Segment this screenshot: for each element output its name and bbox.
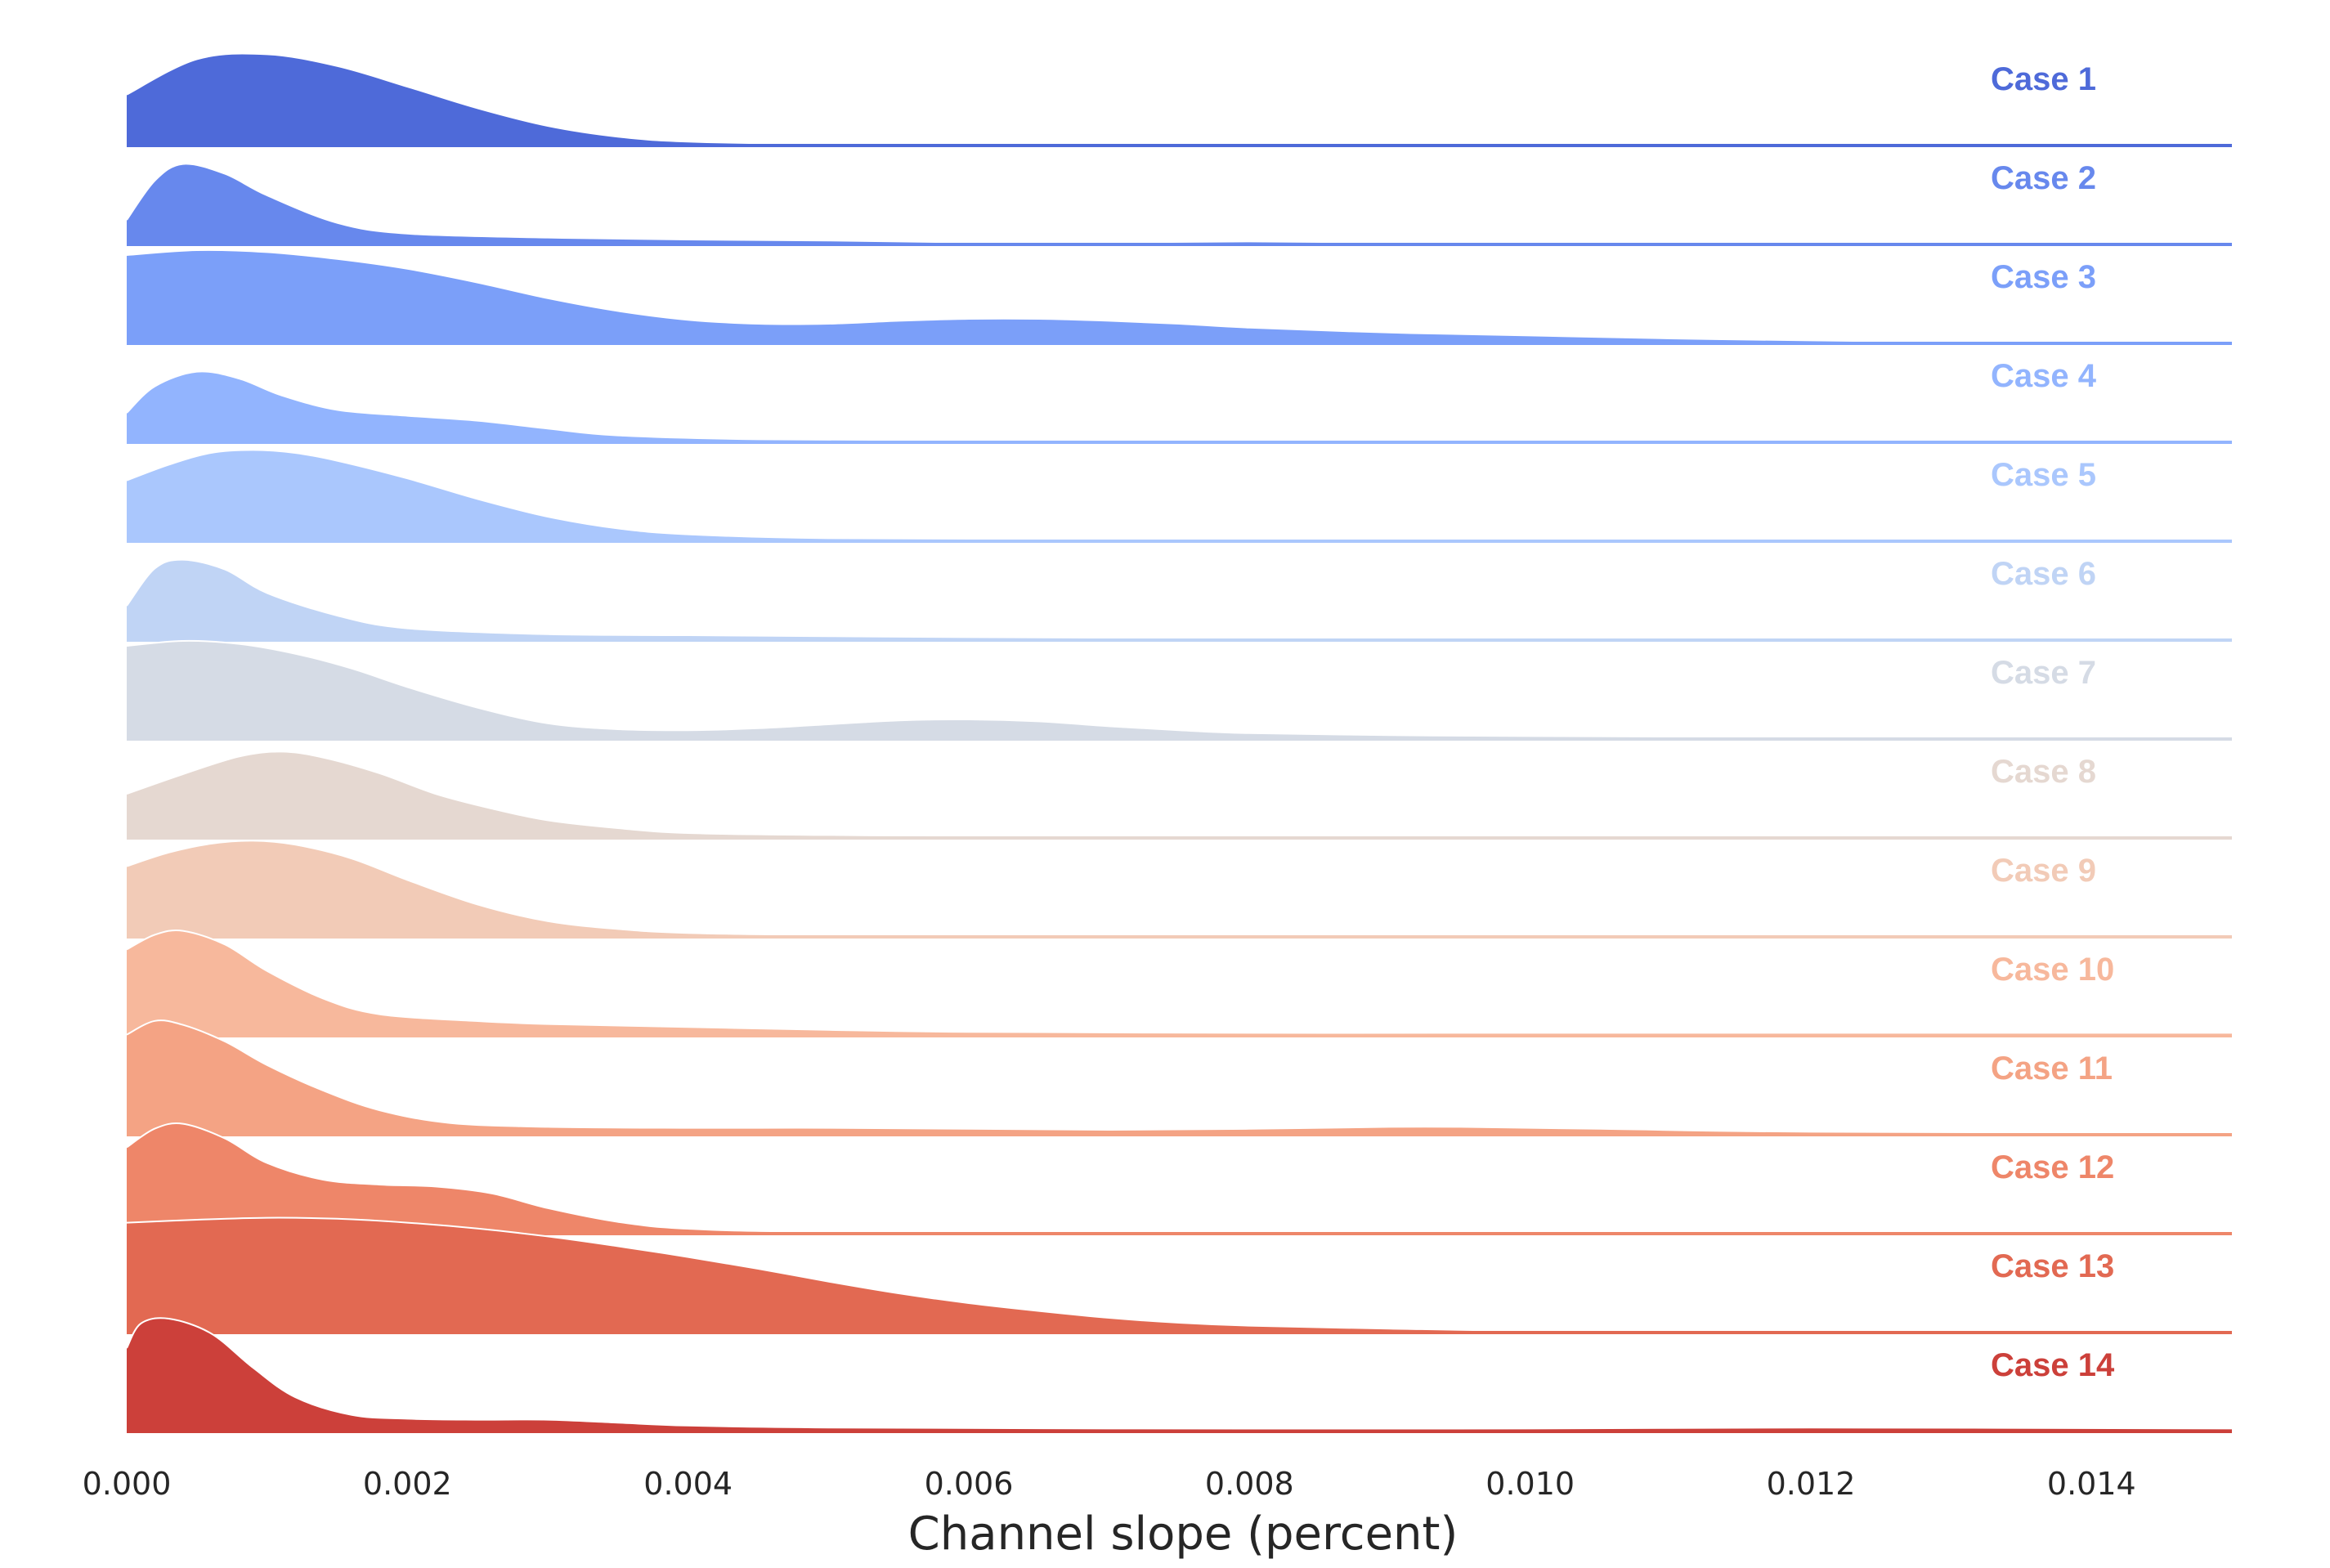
ridge-area xyxy=(127,1318,2232,1431)
ridge-14: Case 14 xyxy=(126,1317,2233,1433)
series-label: Case 11 xyxy=(1991,1051,2113,1086)
series-label: Case 13 xyxy=(1991,1248,2114,1284)
x-tick-label: 0.012 xyxy=(1767,1466,1856,1502)
ridge-2: Case 2 xyxy=(126,160,2233,246)
x-tick-label: 0.000 xyxy=(83,1466,172,1502)
series-label: Case 2 xyxy=(1991,160,2096,196)
x-axis: 0.000 0.002 0.004 0.006 0.008 0.010 0.012 0.014 xyxy=(83,1466,2136,1502)
ridge-area xyxy=(127,249,2232,343)
x-tick-label: 0.010 xyxy=(1485,1466,1575,1502)
series-label: Case 8 xyxy=(1991,754,2096,790)
series-label: Case 10 xyxy=(1991,952,2114,988)
x-tick-label: 0.014 xyxy=(2047,1466,2136,1502)
ridge-8: Case 8 xyxy=(126,750,2233,840)
ridge-outline xyxy=(126,750,2233,837)
ridge-11: Case 11 xyxy=(126,1019,2233,1136)
x-tick-label: 0.002 xyxy=(363,1466,452,1502)
ridge-4: Case 4 xyxy=(126,358,2233,444)
ridge-outline xyxy=(126,840,2232,936)
ridge-5: Case 5 xyxy=(126,449,2233,543)
ridge-10: Case 10 xyxy=(126,929,2232,1037)
ridge-outline xyxy=(126,1216,2232,1332)
ridge-area xyxy=(127,164,2232,244)
series-label: Case 6 xyxy=(1991,556,2096,592)
ridge-outline xyxy=(126,929,2232,1034)
ridge-1: Case 1 xyxy=(126,52,2233,147)
ridge-3: Case 3 xyxy=(126,249,2233,345)
ridge-7: Case 7 xyxy=(126,639,2233,741)
ridge-area xyxy=(127,751,2232,838)
series-label: Case 12 xyxy=(1991,1149,2114,1185)
x-tick-label: 0.006 xyxy=(925,1466,1014,1502)
ridge-area xyxy=(127,371,2232,442)
x-tick-label: 0.004 xyxy=(643,1466,733,1502)
ridge-outline xyxy=(126,1122,2232,1233)
series-label: Case 14 xyxy=(1991,1347,2115,1383)
ridge-outline xyxy=(126,639,2233,738)
series-label: Case 5 xyxy=(1991,457,2096,493)
series-label: Case 3 xyxy=(1991,259,2096,295)
ridge-13: Case 13 xyxy=(126,1216,2232,1334)
series-label: Case 9 xyxy=(1991,853,2096,889)
ridge-9: Case 9 xyxy=(126,840,2232,939)
ridge-outline xyxy=(126,1019,2233,1134)
ridge-outline xyxy=(126,1317,2233,1430)
series-label: Case 7 xyxy=(1991,655,2096,691)
ridges-group: Case 1 Case 2 Case 3 Case 4 Case 5 Case 6 Case… xyxy=(126,52,2233,1433)
ridge-area xyxy=(127,840,2232,937)
series-label: Case 4 xyxy=(1991,358,2097,394)
ridge-6: Case 6 xyxy=(126,556,2233,642)
ridge-area xyxy=(127,450,2232,541)
ridge-outline xyxy=(126,249,2233,343)
ridge-area xyxy=(127,1020,2232,1135)
ridge-area xyxy=(127,559,2232,640)
x-axis-title: Channel slope (percent) xyxy=(908,1508,1458,1561)
ridge-area xyxy=(127,930,2232,1036)
ridge-outline xyxy=(126,558,2233,639)
ridge-area xyxy=(127,53,2232,146)
ridge-area xyxy=(127,640,2232,739)
x-tick-label: 0.008 xyxy=(1205,1466,1294,1502)
series-label: Case 1 xyxy=(1991,61,2096,97)
ridge-area xyxy=(127,1217,2232,1333)
